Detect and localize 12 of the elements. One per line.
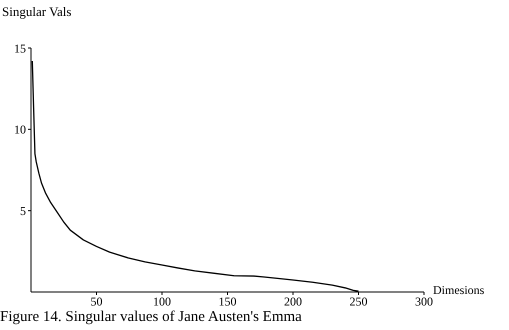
x-axis-title: Dimesions	[433, 283, 484, 298]
y-tick-label: 15	[14, 41, 26, 56]
x-tick-label: 150	[218, 294, 236, 309]
y-tick-label: 5	[20, 204, 26, 218]
x-tick-label: 200	[284, 294, 302, 309]
x-tick-label: 50	[90, 294, 102, 309]
y-tick-label: 10	[14, 122, 26, 137]
caption: Figure 14. Singular values of Jane Austen's Emma	[0, 309, 302, 326]
x-tick-label: 300	[415, 294, 433, 309]
x-tick-label: 250	[350, 294, 368, 309]
x-tick-label: 100	[153, 294, 171, 309]
y-axis-title: Singular Vals	[2, 4, 72, 20]
